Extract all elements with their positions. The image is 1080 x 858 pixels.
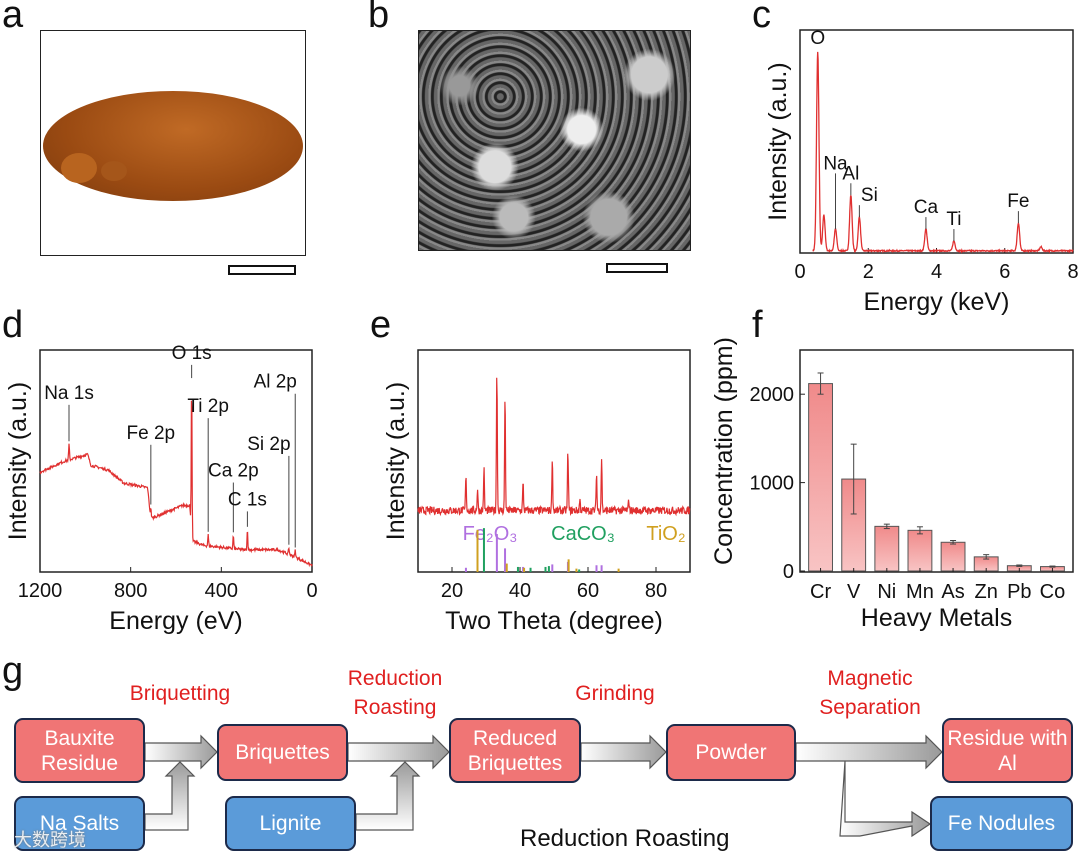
peak-label: Al: [842, 163, 859, 184]
y-axis-title: Intensity (a.u.): [4, 382, 32, 540]
box-briquettes: Briquettes: [217, 724, 348, 781]
box-fe-nodules: Fe Nodules: [930, 796, 1073, 851]
x-tick-label: Mn: [906, 581, 934, 603]
powder-lump: [101, 161, 127, 181]
plot-frame: [417, 349, 691, 573]
step-reduction-roasting: Reduction Roasting: [347, 667, 443, 719]
peak-label: Ti 2p: [187, 396, 229, 417]
panel-label-b: b: [368, 0, 390, 36]
legend-entry: Fe₂O₃: [463, 523, 518, 545]
x-tick-label: 800: [114, 580, 147, 602]
scale-bar-b: [606, 263, 668, 273]
panel-label-f: f: [752, 304, 763, 346]
flow-arrow: [795, 734, 943, 770]
plot-frame: [39, 349, 313, 573]
x-tick-label: 400: [205, 580, 238, 602]
x-tick-label: 40: [509, 580, 531, 602]
x-tick-label: 2: [863, 261, 874, 283]
xrd-pattern-line: [417, 377, 691, 517]
peak-label: O: [810, 28, 825, 49]
bar-As: [940, 541, 966, 572]
step-briquetting: Briquetting: [129, 682, 231, 705]
x-tick-label: V: [847, 581, 861, 603]
flow-arrow: [580, 734, 667, 770]
box-residue-with-al: Residue with Al: [942, 718, 1073, 783]
panel-label-e: e: [370, 304, 392, 346]
peak-label: Ca 2p: [208, 461, 259, 482]
x-tick-label: Co: [1040, 581, 1066, 603]
peak-label: Na 1s: [44, 383, 94, 404]
y-tick-label: 1000: [750, 473, 795, 495]
xps-spectrum-line: [39, 400, 313, 568]
flow-split-arrow: [839, 760, 932, 838]
x-tick-label: 0: [794, 261, 805, 283]
powder-photo: [40, 30, 306, 256]
x-tick-label: 1200: [18, 580, 63, 602]
scale-bar-a: [228, 265, 296, 275]
x-tick-label: 0: [306, 580, 317, 602]
x-axis-title: Energy (eV): [109, 607, 242, 635]
x-tick-label: Ni: [877, 581, 896, 603]
flow-arrow: [144, 734, 218, 770]
x-axis-title: Energy (keV): [864, 288, 1010, 316]
box-na-salts: Na Salts: [14, 796, 145, 851]
legend-entry: CaCO₃: [551, 523, 615, 545]
peak-label: Al 2p: [254, 372, 297, 393]
y-tick-label: 2000: [750, 384, 795, 406]
watermark: 大数跨境: [14, 830, 86, 850]
x-axis-title: Two Theta (degree): [445, 607, 663, 635]
plot-frame: [799, 29, 1074, 254]
x-tick-label: 6: [999, 261, 1010, 283]
powder-lump: [61, 153, 97, 183]
panel-label-d: d: [2, 304, 24, 346]
flow-caption: Reduction Roasting: [520, 825, 730, 852]
flow-arrows: [144, 734, 943, 838]
peak-label: Na: [823, 153, 848, 174]
box-powder: Powder: [666, 724, 796, 781]
x-tick-label: 4: [931, 261, 942, 283]
x-tick-label: Pb: [1007, 581, 1031, 603]
x-tick-label: 60: [577, 580, 599, 602]
peak-label: Si: [861, 185, 878, 206]
bar-Cr: [808, 383, 833, 572]
step-magnetic-separation: Magnetic Separation: [819, 667, 921, 719]
panel-label-c: c: [752, 0, 771, 36]
flow-merge-arrow: [144, 761, 196, 831]
peak-label: Si 2p: [247, 434, 290, 455]
flow-arrow: [347, 734, 450, 770]
box-lignite: Lignite: [225, 796, 356, 851]
box-reduced-briquettes: Reduced Briquettes: [449, 718, 581, 783]
peak-label: O 1s: [172, 343, 212, 364]
peak-label: C 1s: [228, 489, 267, 510]
flow-merge-arrow: [355, 761, 421, 831]
x-tick-label: 8: [1067, 261, 1078, 283]
plot-frame: [799, 349, 1074, 573]
x-axis-title: Heavy Metals: [861, 604, 1012, 632]
peak-label: Ca: [914, 197, 939, 218]
panel-label-a: a: [2, 0, 24, 36]
box-bauxite-residue: Bauxite Residue: [14, 718, 145, 783]
eds-spectrum-line: [812, 51, 1074, 254]
y-axis-title: Concentration (ppm): [710, 337, 738, 565]
powder-pile: [43, 91, 303, 201]
panel-label-g: g: [2, 650, 24, 692]
x-tick-label: As: [941, 581, 964, 603]
y-tick-label: 0: [783, 561, 794, 583]
y-axis-title: Intensity (a.u.): [382, 382, 410, 540]
peak-label: Fe 2p: [127, 423, 176, 444]
y-axis-title: Intensity (a.u.): [764, 62, 792, 220]
x-tick-label: 80: [645, 580, 667, 602]
x-tick-label: Zn: [975, 581, 998, 603]
legend-entry: TiO₂: [646, 523, 685, 545]
sem-image: [418, 30, 691, 251]
bar-Mn: [907, 529, 933, 572]
x-tick-label: 20: [441, 580, 463, 602]
bar-Ni: [874, 525, 900, 572]
peak-label: Fe: [1007, 191, 1029, 212]
x-tick-label: Cr: [810, 581, 831, 603]
peak-label: Ti: [946, 209, 961, 230]
step-grinding: Grinding: [575, 682, 655, 705]
